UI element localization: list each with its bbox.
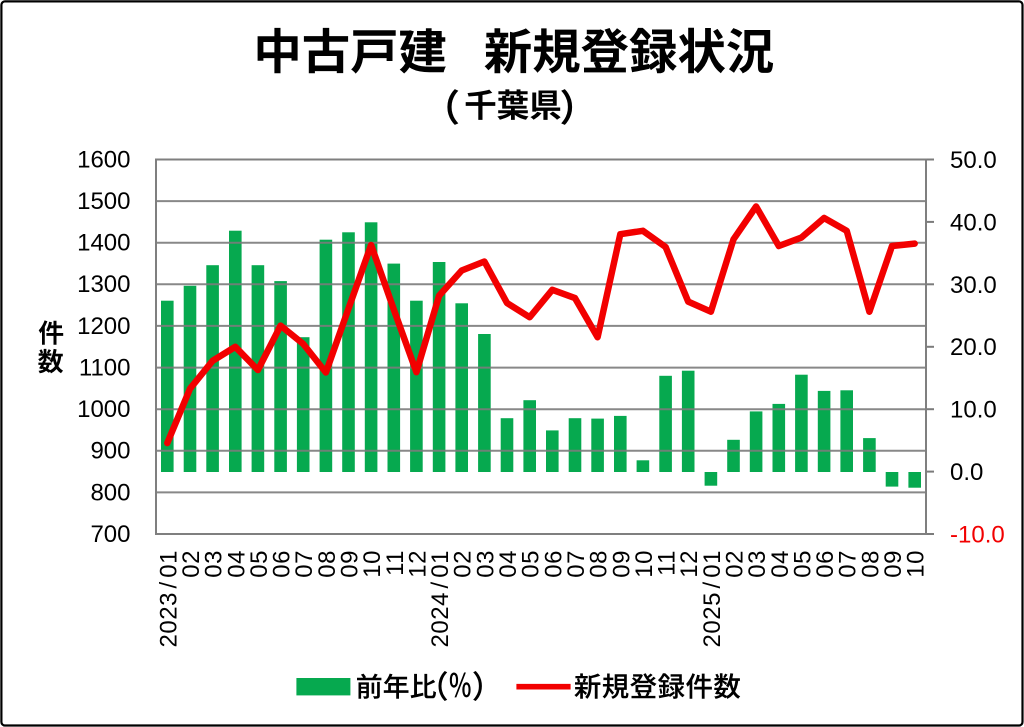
svg-text:08: 08 xyxy=(314,550,341,578)
svg-text:1500: 1500 xyxy=(77,188,130,215)
svg-text:0.0: 0.0 xyxy=(950,459,983,486)
svg-text:10.0: 10.0 xyxy=(950,397,997,424)
svg-text:1300: 1300 xyxy=(77,271,130,298)
svg-text:05: 05 xyxy=(246,550,273,578)
svg-text:09: 09 xyxy=(880,550,907,578)
svg-text:1600: 1600 xyxy=(77,146,130,173)
svg-text:06: 06 xyxy=(812,550,839,578)
svg-text:1000: 1000 xyxy=(77,396,130,423)
svg-text:06: 06 xyxy=(540,550,567,578)
svg-text:12: 12 xyxy=(404,550,431,578)
svg-text:09: 09 xyxy=(337,550,364,578)
svg-text:1400: 1400 xyxy=(77,230,130,257)
svg-text:05: 05 xyxy=(518,550,545,578)
svg-text:30.0: 30.0 xyxy=(950,272,997,299)
svg-text:2025/01: 2025/01 xyxy=(699,550,726,647)
svg-text:12: 12 xyxy=(676,550,703,578)
svg-text:08: 08 xyxy=(857,550,884,578)
svg-text:04: 04 xyxy=(223,550,250,578)
svg-text:03: 03 xyxy=(201,550,228,578)
svg-text:03: 03 xyxy=(472,550,499,578)
svg-text:40.0: 40.0 xyxy=(950,209,997,236)
svg-text:900: 900 xyxy=(90,438,130,465)
svg-text:800: 800 xyxy=(90,479,130,506)
svg-text:700: 700 xyxy=(90,521,130,548)
svg-text:-10.0: -10.0 xyxy=(950,522,1005,549)
svg-text:1100: 1100 xyxy=(79,355,131,382)
svg-text:2024/01: 2024/01 xyxy=(427,550,454,647)
svg-text:02: 02 xyxy=(450,550,477,578)
svg-text:07: 07 xyxy=(291,550,318,578)
svg-text:05: 05 xyxy=(789,550,816,578)
svg-text:10: 10 xyxy=(359,550,386,578)
svg-text:11: 11 xyxy=(654,550,681,576)
svg-text:02: 02 xyxy=(722,550,749,578)
svg-text:07: 07 xyxy=(563,550,590,578)
svg-text:06: 06 xyxy=(269,550,296,578)
svg-text:2023/01: 2023/01 xyxy=(155,550,182,647)
svg-text:07: 07 xyxy=(835,550,862,578)
svg-text:10: 10 xyxy=(631,550,658,578)
svg-text:10: 10 xyxy=(903,550,930,578)
svg-text:04: 04 xyxy=(495,550,522,578)
svg-text:11: 11 xyxy=(382,550,409,576)
svg-text:03: 03 xyxy=(744,550,771,578)
svg-text:02: 02 xyxy=(178,550,205,578)
svg-text:04: 04 xyxy=(767,550,794,578)
svg-text:20.0: 20.0 xyxy=(950,334,997,361)
svg-text:1200: 1200 xyxy=(77,313,130,340)
svg-text:08: 08 xyxy=(586,550,613,578)
svg-text:50.0: 50.0 xyxy=(950,147,997,174)
svg-text:09: 09 xyxy=(608,550,635,578)
